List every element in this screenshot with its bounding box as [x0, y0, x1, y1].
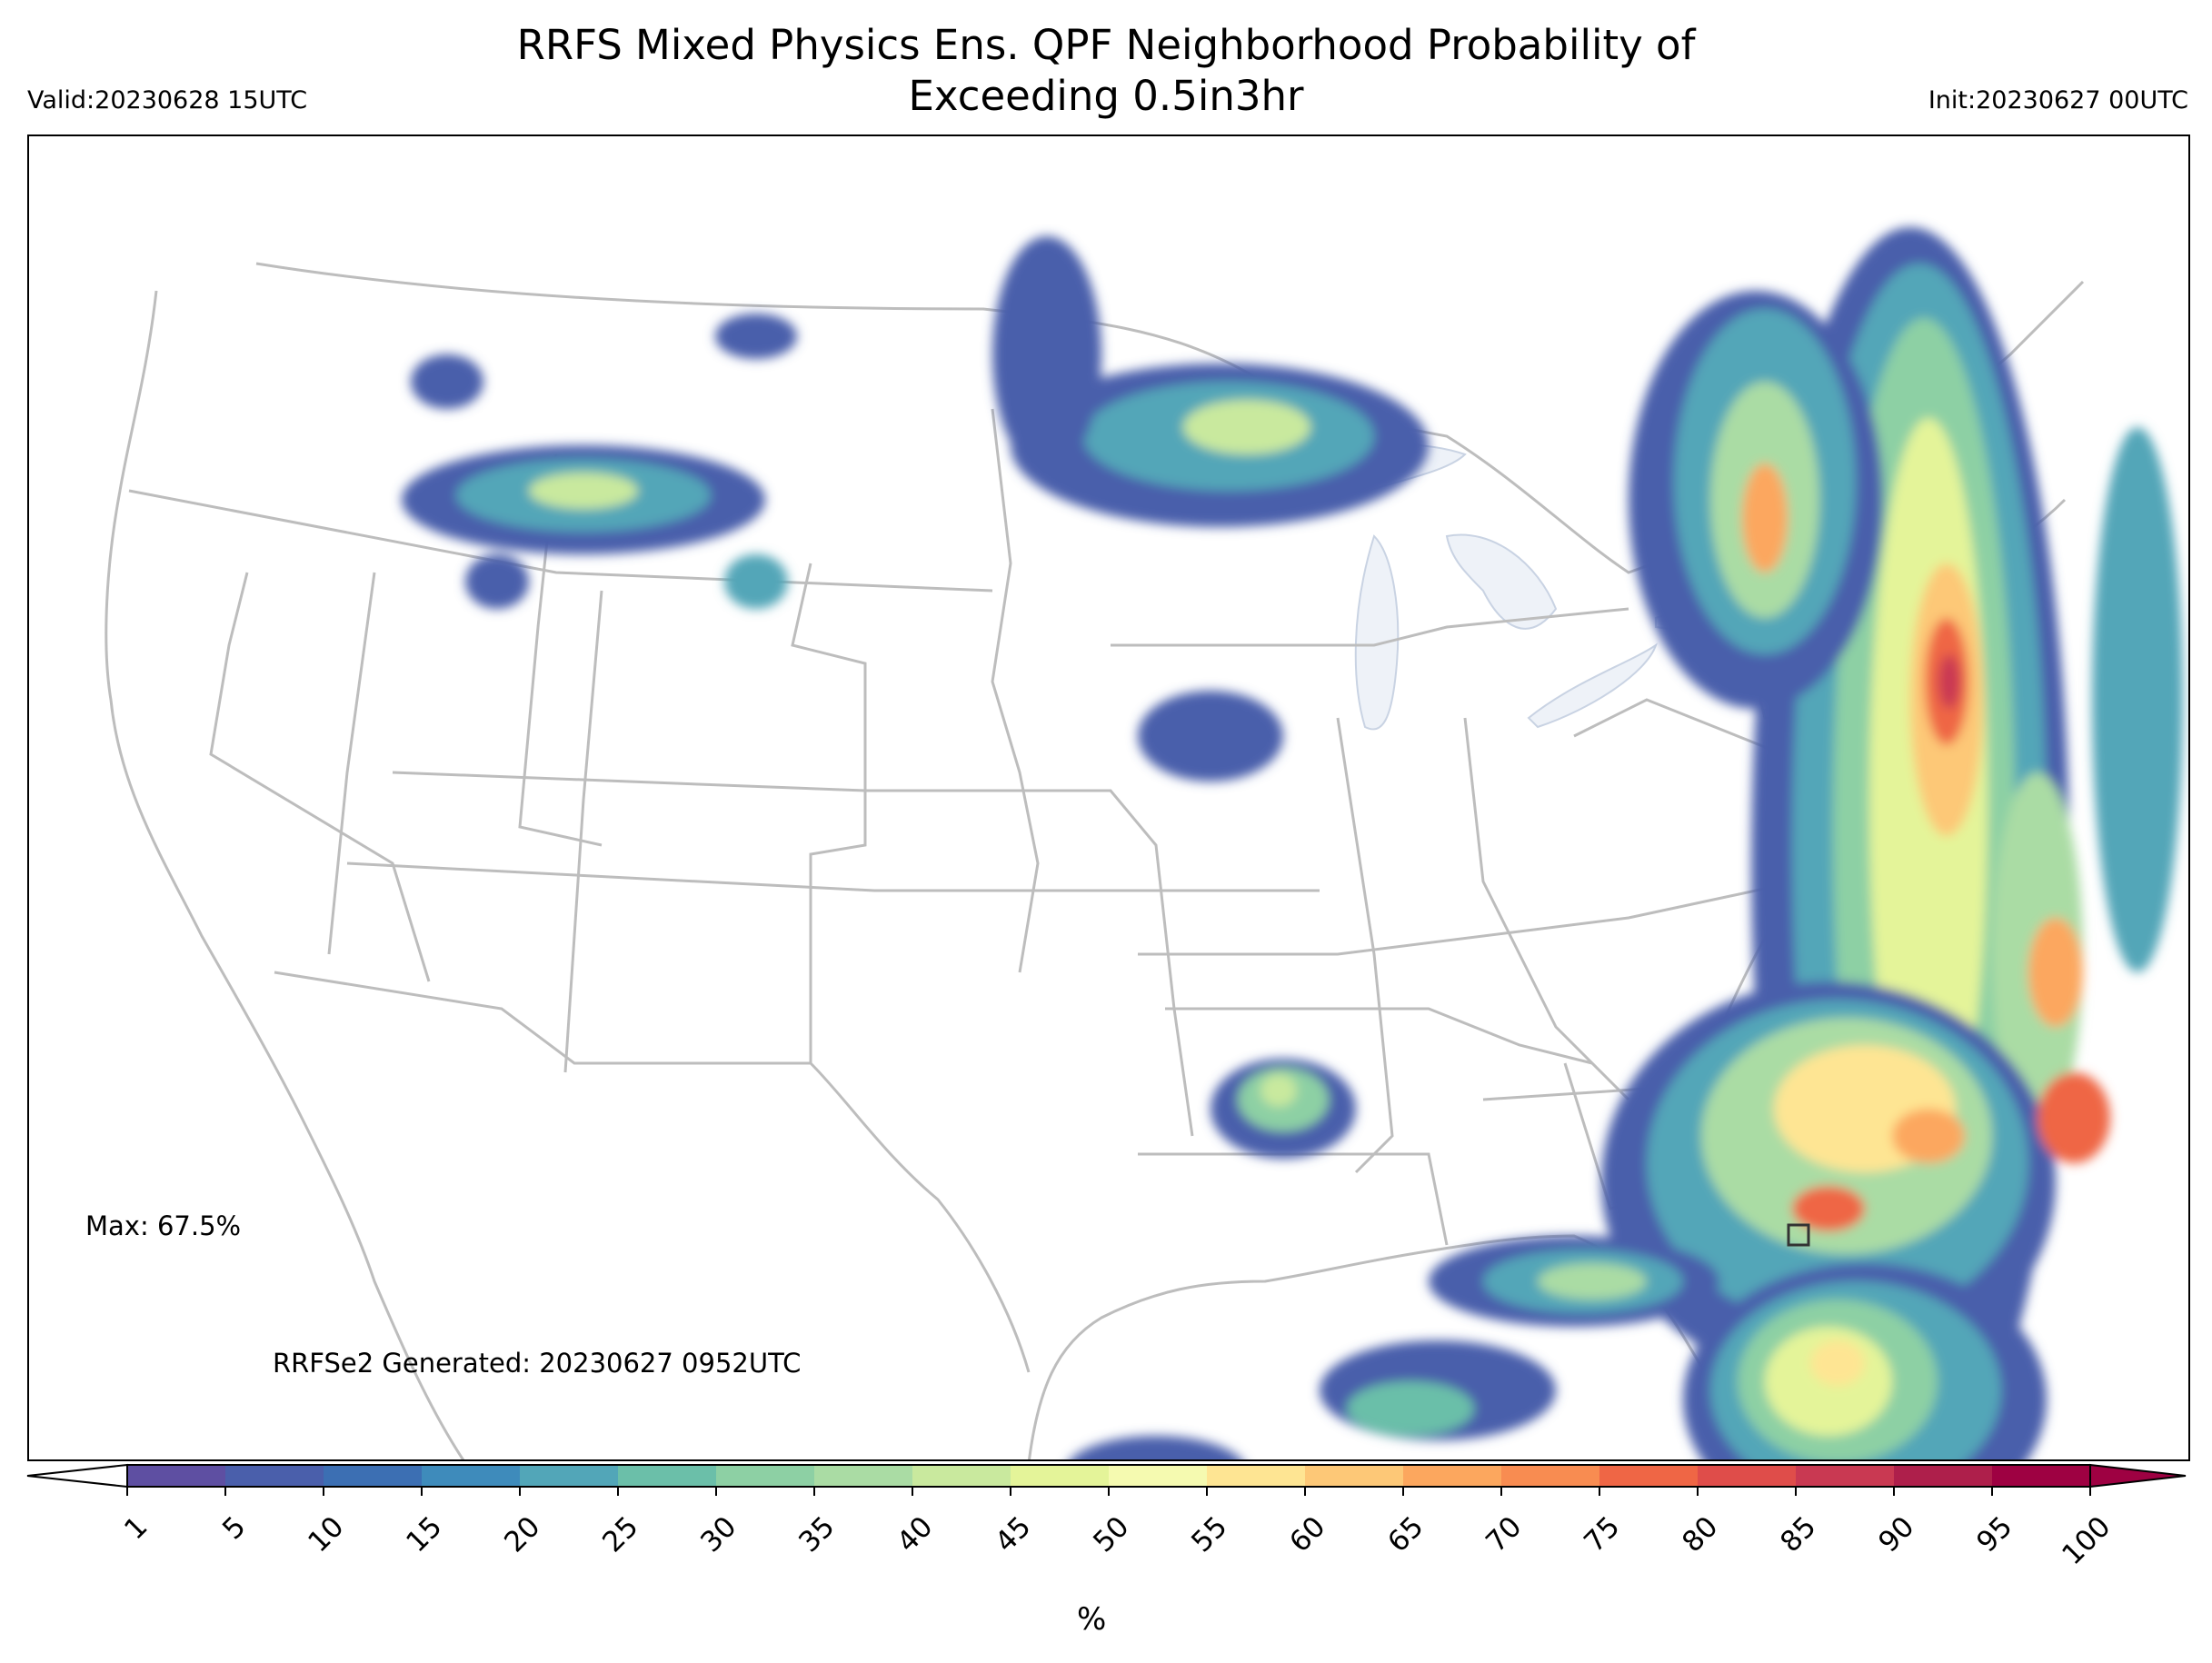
colorbar-segment	[520, 1465, 619, 1487]
colorbar-tick-label: 100	[2056, 1510, 2117, 1571]
state-line	[346, 861, 1320, 892]
lake-erie	[1527, 642, 1658, 729]
colorbar-tick-label: 65	[1381, 1510, 1430, 1558]
colorbar-tick-label: 80	[1676, 1510, 1724, 1558]
state-line	[791, 563, 867, 1063]
state-line	[128, 489, 993, 593]
colorbar-segments	[26, 1463, 2187, 1489]
colorbar-tick-label: 60	[1283, 1510, 1331, 1558]
state-line	[392, 771, 1194, 1137]
state-line	[563, 590, 603, 1073]
colorbar-tick-label: 5	[216, 1510, 252, 1546]
colorbar-tick-label: 15	[400, 1510, 448, 1558]
colorbar-segment	[814, 1465, 913, 1487]
colorbar-tick-label: 85	[1774, 1510, 1822, 1558]
arkansas-cluster	[1211, 1059, 1356, 1159]
max-marker	[1787, 1223, 1810, 1247]
colorbar-segment	[225, 1465, 324, 1487]
colorbar-tick-label: 90	[1872, 1510, 1920, 1558]
colorbar-over-extension	[2089, 1463, 2187, 1489]
map-canvas	[105, 227, 2183, 1459]
title-line-1: RRFS Mixed Physics Ens. QPF Neighborhood…	[516, 21, 1696, 69]
colorbar-ticks: 1 5 10 15 20 25 30 35 40 45 50 55 60 65 70 75 80 85 90 95 10…	[118, 1487, 2117, 1571]
colorbar-tick-label: 10	[302, 1510, 350, 1558]
mexico-border	[274, 971, 1031, 1373]
colorbar-segment	[1305, 1465, 1404, 1487]
colorbar-segment	[618, 1465, 717, 1487]
colorbar-segment	[1796, 1465, 1895, 1487]
max-value-label: Max: 67.5%	[85, 1210, 242, 1241]
lake-michigan	[1354, 534, 1400, 731]
colorbar-segment	[1894, 1465, 1993, 1487]
gulf-band	[1601, 981, 2110, 1381]
colorbar-tick-label: 1	[118, 1510, 154, 1546]
state-line	[327, 572, 376, 955]
colorbar-tick-label: 45	[989, 1510, 1037, 1558]
colorbar-tick-label: 55	[1185, 1510, 1233, 1558]
midwest-cluster	[1138, 691, 1283, 782]
colorbar-segment	[422, 1465, 521, 1487]
northwest-band	[402, 314, 797, 609]
precipitation-probability-field	[402, 227, 2183, 1459]
colorbar-tick-label: 50	[1087, 1510, 1135, 1558]
colorbar-tick-label: 20	[498, 1510, 546, 1558]
state-line	[1111, 607, 1629, 647]
florida-band	[1683, 1263, 2047, 1459]
map-panel	[27, 134, 2190, 1461]
colorbar-segment	[1109, 1465, 1208, 1487]
colorbar-tick-label: 40	[891, 1510, 939, 1558]
colorbar-tick-label: 35	[792, 1510, 841, 1558]
colorbar-under-extension	[26, 1463, 128, 1489]
colorbar-segment	[127, 1465, 226, 1487]
state-line	[991, 408, 1040, 973]
colorbar-segment	[1698, 1465, 1797, 1487]
title-line-2: Exceeding 0.5in3hr	[908, 72, 1304, 120]
colorbar-tick-label: 95	[1970, 1510, 2018, 1558]
colorbar-segment	[1501, 1465, 1600, 1487]
state-line	[1138, 1152, 1449, 1246]
colorbar-segment	[1992, 1465, 2091, 1487]
init-time-label: Init:20230627 00UTC	[1928, 86, 2188, 115]
state-line	[209, 572, 431, 982]
colorbar-segment	[1599, 1465, 1699, 1487]
valid-time-label: Valid:20230628 15UTC	[27, 86, 308, 115]
colorbar-segment	[1011, 1465, 1110, 1487]
great-lakes-band	[1629, 291, 1883, 709]
colorbar-segment	[1207, 1465, 1306, 1487]
gulf-coast	[1028, 1234, 1756, 1459]
colorbar-tick-label: 25	[596, 1510, 644, 1558]
pacific-coast	[105, 290, 465, 1459]
canada-border	[255, 262, 2085, 574]
colorbar-tick-label: 70	[1480, 1510, 1528, 1558]
max-location-box	[1787, 1223, 1810, 1247]
colorbar-segment	[1403, 1465, 1502, 1487]
gulf-east-band	[1071, 1236, 1719, 1459]
lake-huron	[1445, 533, 1558, 630]
map-title: RRFS Mixed Physics Ens. QPF Neighborhood…	[0, 20, 2212, 122]
colorbar-segment	[716, 1465, 815, 1487]
northern-plains-band	[992, 236, 1429, 527]
colorbar-segment	[912, 1465, 1011, 1487]
colorbar-tick-label: 30	[694, 1510, 742, 1558]
generated-label: RRFSe2 Generated: 20230627 0952UTC	[273, 1348, 802, 1379]
colorbar-tick-label: 75	[1578, 1510, 1626, 1558]
colorbar-unit-label: %	[1077, 1601, 1107, 1638]
colorbar-segment	[324, 1465, 423, 1487]
state-line	[1165, 1007, 1593, 1065]
